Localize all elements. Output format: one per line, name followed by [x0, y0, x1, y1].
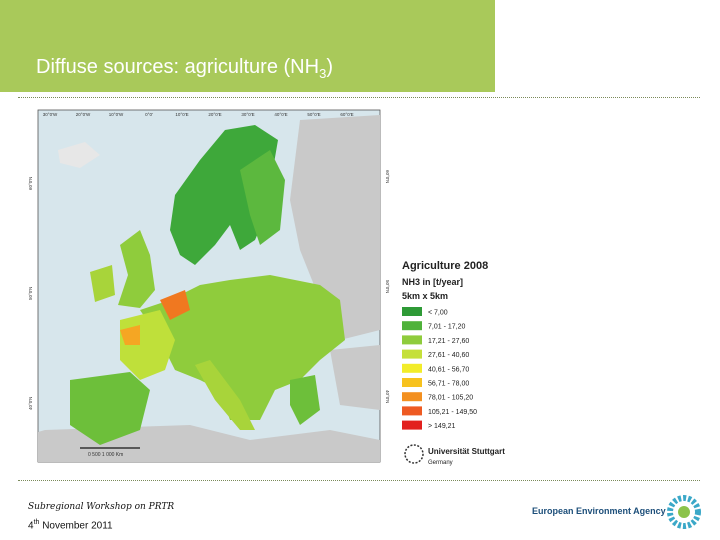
land-iberia: [70, 372, 150, 445]
title-subscript: 3: [319, 66, 327, 81]
map-coord-label: 50°0'N: [385, 280, 390, 293]
legend-label: 27,61 - 40,60: [428, 352, 469, 359]
land-turkey: [330, 345, 380, 410]
legend-swatch: [402, 349, 422, 359]
map-coord-label: 10°0'W: [109, 112, 124, 117]
map-coord-label: 60°0'N: [28, 177, 33, 190]
legend-swatch: [402, 335, 422, 345]
map-coord-label: 40°0'E: [274, 112, 287, 117]
land-ireland: [90, 265, 115, 302]
scale-label: 0 500 1 000 Km: [88, 452, 123, 458]
legend-unit: NH3 in [t/year]: [402, 277, 463, 287]
date-ordinal: th: [33, 519, 40, 526]
land-iceland: [58, 142, 100, 168]
land-east: [290, 115, 380, 340]
legend-label: 105,21 - 149,50: [428, 409, 477, 416]
header-band: [0, 0, 495, 92]
legend-swatch: [402, 406, 422, 416]
land-finland: [240, 150, 285, 245]
map-coord-label: 60°0'N: [385, 170, 390, 183]
land-greece: [290, 375, 320, 425]
divider: [18, 480, 700, 481]
land-uk: [118, 230, 155, 308]
institution-country: Germany: [428, 460, 453, 466]
legend-resolution: 5km x 5km: [402, 291, 448, 301]
map-coord-label: 40°0'N: [28, 397, 33, 410]
legend-label: 7,01 - 17,20: [428, 324, 465, 331]
legend-swatch: [402, 307, 422, 316]
legend-swatch: [402, 378, 422, 387]
map-coord-label: 50°0'E: [307, 112, 320, 117]
map-coord-label: 30°0'E: [241, 112, 254, 117]
uni-logo: [404, 444, 424, 464]
legend-label: 78,01 - 105,20: [428, 395, 473, 402]
date-day: 4: [28, 520, 34, 532]
title-text: Diffuse sources: agriculture (NH: [36, 56, 320, 78]
map-coord-label: 20°0'W: [76, 112, 91, 117]
footer-date: 4th November 2011: [28, 515, 174, 533]
slide-title: Diffuse sources: agriculture (NH3): [36, 56, 333, 81]
land-scandinavia: [170, 125, 278, 265]
legend-label: 17,21 - 27,60: [428, 338, 469, 345]
institution-name: Universität Stuttgart: [428, 447, 505, 456]
date-rest: November 2011: [42, 520, 113, 532]
land-italy: [195, 360, 255, 430]
map-coord-label: 30°0'W: [43, 112, 58, 117]
legend-swatch: [402, 363, 422, 373]
legend-swatch: [402, 420, 422, 430]
legend-swatch: [402, 321, 422, 331]
title-suffix: ): [326, 56, 333, 78]
map-coord-label: 50°0'N: [28, 287, 33, 300]
map-coord-label: 20°0'E: [208, 112, 221, 117]
legend-label: 56,71 - 78,00: [428, 381, 469, 388]
map-coord-label: 60°0'E: [340, 112, 353, 117]
legend-label: > 149,21: [428, 423, 456, 430]
hotspot-brittany: [120, 325, 140, 345]
footer-event: Subregional Workshop on PRTR: [28, 502, 175, 512]
map-coord-label: 10°0'E: [175, 112, 188, 117]
hotspot-benelux: [160, 290, 190, 320]
legend-swatch: [402, 392, 422, 402]
legend-label: 40,61 - 56,70: [428, 366, 469, 373]
eea-logo: [667, 495, 701, 529]
divider: [18, 97, 700, 98]
map-coord-label: 40°0'N: [385, 390, 390, 403]
map-coord-label: 0°0': [145, 112, 153, 117]
footer: Subregional Workshop on PRTR 4th Novembe…: [28, 500, 174, 533]
legend-label: < 7,00: [428, 310, 448, 317]
organization: European Environment Agency: [532, 506, 666, 516]
land-central: [140, 275, 345, 420]
legend-title: Agriculture 2008: [402, 260, 488, 272]
